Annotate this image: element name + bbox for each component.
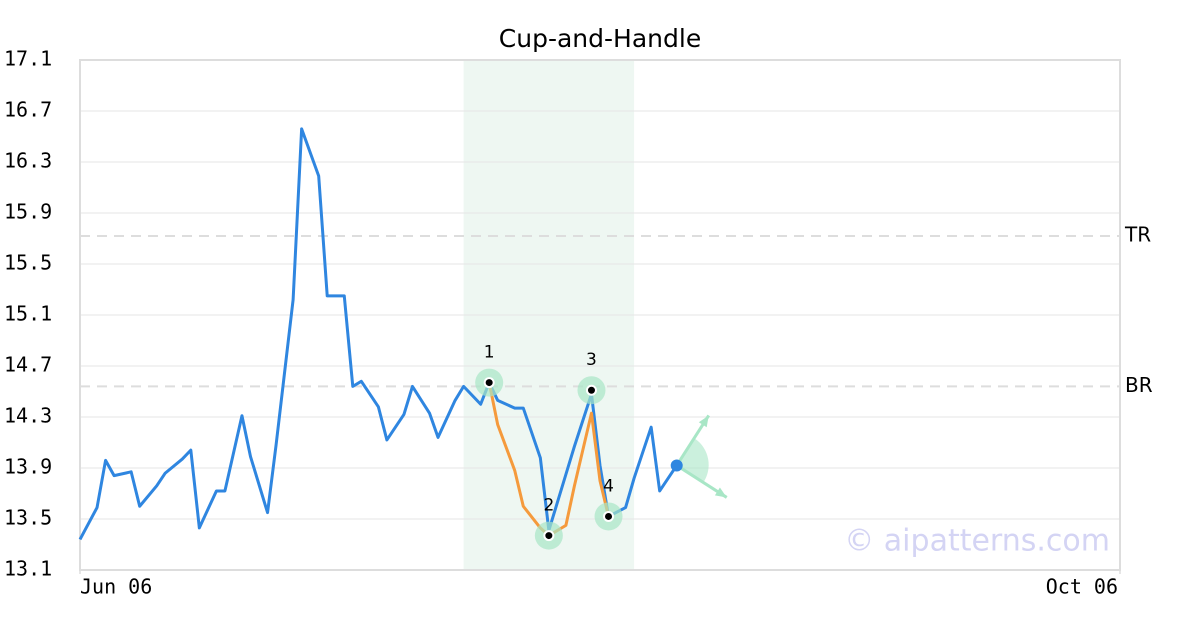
price-line bbox=[78, 127, 678, 541]
watermark: © aipatterns.com bbox=[844, 524, 1110, 559]
pattern-point bbox=[543, 530, 555, 542]
y-tick-label: 13.5 bbox=[4, 506, 52, 530]
pattern-point-label: 3 bbox=[586, 350, 597, 370]
projection-wedge bbox=[676, 438, 709, 484]
pattern-point-label: 2 bbox=[543, 496, 554, 516]
pattern-point bbox=[603, 510, 615, 522]
y-tick-label: 14.3 bbox=[4, 404, 52, 428]
y-tick-label: 15.5 bbox=[4, 251, 52, 275]
y-tick-label: 14.7 bbox=[4, 353, 52, 377]
x-tick-label: Oct 06 bbox=[1046, 575, 1118, 599]
pattern-point bbox=[483, 377, 495, 389]
y-tick-label: 16.7 bbox=[4, 98, 52, 122]
chart-title: Cup-and-Handle bbox=[499, 24, 701, 53]
x-tick-label: Jun 06 bbox=[80, 575, 152, 599]
y-tick-label: 16.3 bbox=[4, 149, 52, 173]
projection-arrowhead bbox=[714, 487, 727, 498]
y-tick-label: 13.9 bbox=[4, 455, 52, 479]
pattern-point-label: 1 bbox=[484, 343, 495, 363]
current-point bbox=[670, 459, 683, 472]
y-tick-label: 15.9 bbox=[4, 200, 52, 224]
reference-label: TR bbox=[1124, 222, 1151, 246]
y-tick-label: 15.1 bbox=[4, 302, 52, 326]
y-tick-label: 17.1 bbox=[4, 47, 52, 71]
reference-label: BR bbox=[1125, 373, 1153, 397]
plot-frame bbox=[79, 59, 1121, 571]
projection-arrowhead bbox=[698, 415, 709, 428]
pattern-point bbox=[585, 384, 597, 396]
pattern-point-label: 4 bbox=[603, 476, 614, 496]
y-tick-label: 13.1 bbox=[4, 557, 52, 581]
